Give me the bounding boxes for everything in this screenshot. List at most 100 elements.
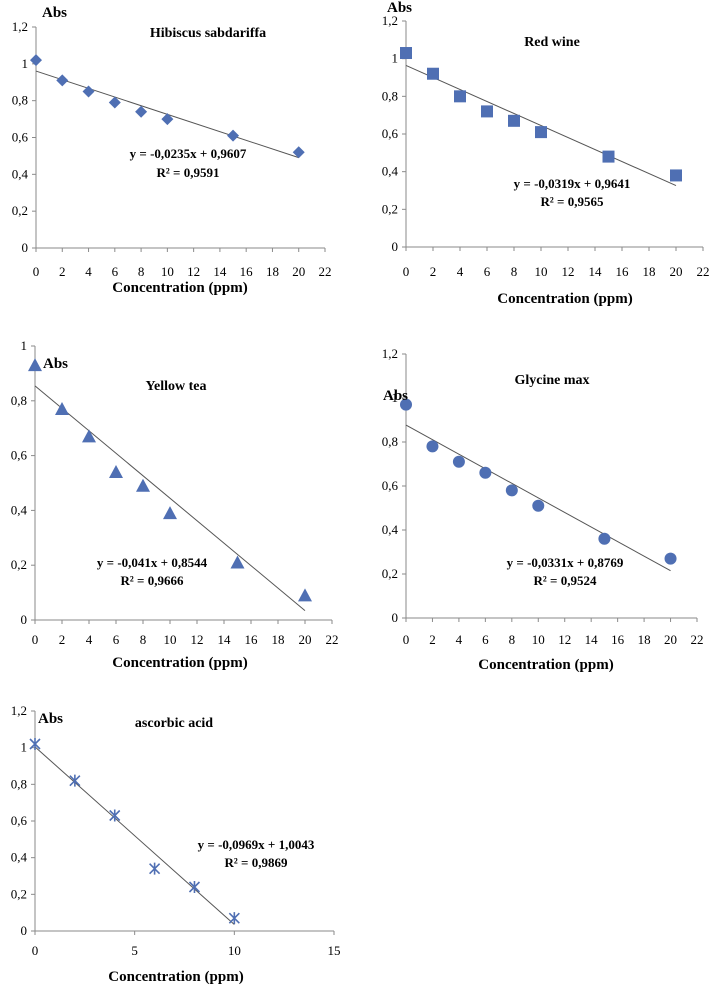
data-point [427, 67, 439, 80]
y-tick-label: 0,4 [11, 502, 28, 517]
data-point [602, 150, 615, 163]
y-tick-label: 0,6 [12, 130, 29, 145]
y-tick-label: 0,8 [11, 393, 27, 408]
data-point [188, 881, 201, 893]
y-tick-label: 0,6 [382, 478, 399, 493]
r-squared: R² = 0,9524 [534, 573, 597, 588]
r-squared: R² = 0,9565 [541, 194, 604, 209]
x-tick-label: 2 [429, 632, 436, 647]
x-tick-label: 22 [326, 632, 339, 647]
y-tick-label: 0,4 [11, 850, 28, 865]
r-squared: R² = 0,9869 [225, 855, 288, 870]
x-axis-label: Concentration (ppm) [108, 969, 243, 985]
trend-line [34, 746, 235, 925]
chart-panel: 0 0,2 0,4 0,6 0,8 1 1,2 0 5 10 15 ascorbic acid Abs y… [11, 703, 341, 985]
data-point [228, 912, 240, 925]
y-tick-label: 1 [21, 338, 28, 353]
x-tick-label: 8 [138, 264, 145, 279]
y-tick-label: 0 [22, 240, 29, 255]
x-tick-label: 12 [191, 632, 204, 647]
data-point [481, 105, 493, 118]
x-tick-label: 10 [228, 943, 241, 958]
data-point [598, 532, 611, 545]
chart-title: Yellow tea [145, 379, 206, 394]
data-point [163, 506, 177, 520]
x-tick-label: 22 [691, 632, 704, 647]
x-tick-label: 15 [328, 943, 341, 958]
x-tick-label: 6 [484, 264, 491, 279]
x-tick-label: 8 [140, 632, 147, 647]
x-tick-label: 2 [59, 264, 66, 279]
x-tick-label: 16 [611, 632, 625, 647]
y-tick-label: 0 [21, 923, 28, 938]
data-point [670, 169, 682, 182]
y-tick-label: 0,2 [382, 566, 398, 581]
x-axis-label: Concentration (ppm) [112, 280, 247, 296]
r-squared: R² = 0,9591 [157, 165, 220, 180]
x-tick-label: 12 [187, 264, 200, 279]
data-point [109, 809, 121, 822]
x-tick-label: 14 [585, 632, 599, 647]
x-axis-label: Concentration (ppm) [112, 655, 247, 671]
x-tick-label: 10 [164, 632, 177, 647]
x-tick-label: 16 [240, 264, 254, 279]
data-point [56, 74, 69, 87]
data-point [505, 484, 518, 497]
y-tick-label: 1 [392, 51, 399, 66]
x-tick-label: 14 [213, 264, 227, 279]
x-tick-label: 18 [638, 632, 651, 647]
chart-panel: 0 0,2 0,4 0,6 0,8 1 1,2 0 2 4 6 8 10 12 14 16 18 20 22 Red … [382, 0, 710, 307]
y-tick-label: 0,4 [382, 164, 399, 179]
data-point [29, 738, 41, 750]
x-tick-label: 0 [32, 632, 39, 647]
y-tick-label: 1,2 [12, 19, 28, 34]
data-point [535, 126, 547, 139]
chart-panel: 00,20,40,60,810 2 4 6 8 10 12 14 16 18 20 22Yellow … [11, 338, 339, 671]
chart-title: Glycine max [514, 373, 589, 388]
data-point [69, 774, 81, 787]
y-tick-label: 1,2 [382, 346, 398, 361]
data-point [532, 499, 545, 512]
data-point [135, 105, 148, 118]
trend-equation: y = -0,0235x + 0,9607 [130, 146, 247, 161]
data-point [28, 358, 42, 372]
chart-panel: 0 0,2 0,4 0,6 0,8 1 1,2 0 2 4 6 8 10 12 14 16 18 20 22 Glyc… [382, 346, 704, 673]
x-tick-label: 0 [403, 264, 410, 279]
data-point [55, 402, 69, 416]
x-tick-label: 14 [218, 632, 232, 647]
y-tick-label: 0,2 [11, 557, 27, 572]
x-tick-label: 16 [616, 264, 630, 279]
trend-equation: y = -0,0969x + 1,0043 [198, 837, 315, 852]
trend-equation: y = -0,0331x + 0,8769 [507, 555, 624, 570]
x-tick-label: 14 [589, 264, 603, 279]
r-squared: R² = 0,9666 [121, 573, 184, 588]
x-tick-label: 0 [33, 264, 40, 279]
x-tick-label: 0 [32, 943, 39, 958]
data-point [298, 588, 312, 602]
x-tick-label: 12 [562, 264, 575, 279]
chart-title: Red wine [524, 35, 580, 50]
y-tick-label: 0 [392, 610, 399, 625]
x-tick-label: 10 [532, 632, 545, 647]
x-tick-label: 20 [299, 632, 312, 647]
y-tick-label: 0,6 [382, 126, 399, 141]
y-tick-label: 1,2 [382, 13, 398, 28]
data-point [149, 862, 161, 875]
y-axis-label: Abs [43, 356, 68, 372]
x-tick-label: 6 [113, 632, 120, 647]
x-tick-label: 20 [664, 632, 677, 647]
trend-line [34, 385, 306, 611]
data-point [82, 429, 96, 443]
y-axis-label: Abs [38, 711, 63, 727]
y-tick-label: 0,6 [11, 448, 28, 463]
y-tick-label: 0,2 [11, 886, 27, 901]
x-tick-label: 6 [482, 632, 489, 647]
x-axis-label: Concentration (ppm) [478, 657, 613, 673]
chart-title: ascorbic acid [135, 716, 213, 731]
x-tick-label: 22 [697, 264, 710, 279]
y-tick-label: 0,8 [11, 776, 27, 791]
x-tick-label: 4 [456, 632, 463, 647]
x-tick-label: 10 [535, 264, 548, 279]
data-point [227, 129, 240, 142]
